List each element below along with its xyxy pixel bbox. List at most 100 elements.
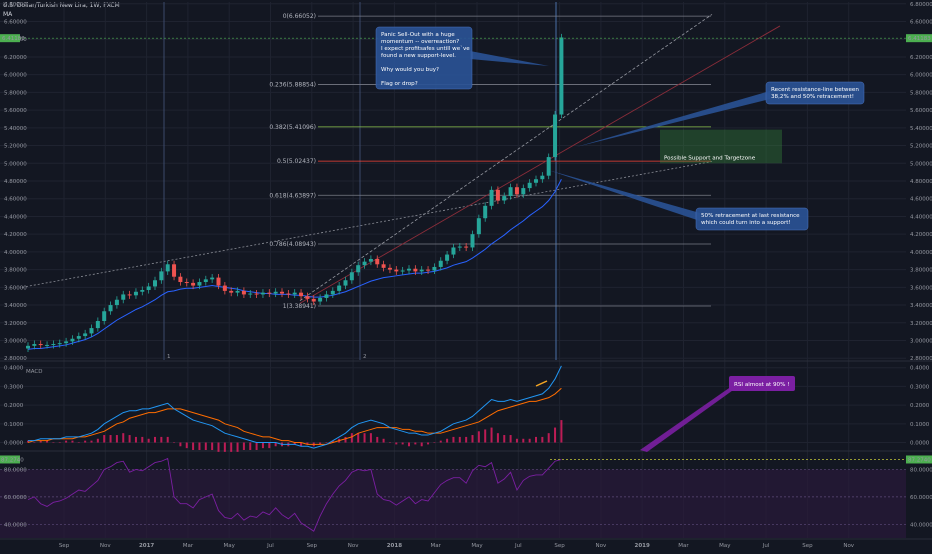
rsi-left-value-label: 87.2740: [1, 457, 24, 463]
macd-histogram-bar: [325, 442, 328, 444]
candle-body: [476, 218, 481, 235]
macd-histogram-bar: [293, 442, 296, 445]
moving-average-line: [27, 178, 562, 350]
left-axis-tick: 6.60000: [4, 19, 27, 25]
candle-body: [114, 299, 119, 306]
right-axis-tick: 4.20000: [910, 232, 932, 238]
panic-note-line: momentum -- overreaction?: [381, 39, 459, 45]
macd-histogram-bar: [109, 435, 112, 443]
candle-body: [495, 189, 500, 201]
macd-right-tick: 0.4000: [910, 366, 930, 372]
macd-histogram-bar: [65, 440, 68, 443]
macd-histogram-bar: [27, 440, 29, 443]
candle-body: [343, 280, 348, 286]
left-axis-tick: 5.00000: [4, 161, 27, 167]
fib-level-label: 0.786(4.08943): [269, 241, 316, 248]
macd-histogram-bar: [395, 442, 398, 445]
macd-histogram-bar: [217, 442, 220, 452]
macd-left-tick: 0.3000: [4, 384, 24, 390]
panic-note-line: Flag or drop?: [381, 81, 418, 87]
panic-note-line: Why would you buy?: [381, 67, 439, 73]
macd-histogram-bar: [242, 442, 245, 450]
macd-histogram-bar: [560, 420, 563, 443]
candle-body: [387, 267, 392, 270]
candle-body: [229, 290, 234, 293]
panic-note-line: I expect profitsafes untill we`ve: [381, 46, 470, 52]
right-axis-tick: 5.40000: [910, 126, 932, 132]
candle-body: [165, 264, 170, 272]
candle-body: [133, 291, 138, 296]
macd-histogram-bar: [331, 440, 334, 443]
macd-histogram-bar: [185, 442, 188, 449]
macd-histogram-bar: [408, 442, 410, 447]
candle-body: [311, 298, 316, 302]
candle-body: [426, 269, 431, 271]
resistance-note-pointer: [576, 91, 770, 147]
macd-histogram-bar: [52, 442, 55, 444]
macd-histogram-bar: [160, 436, 163, 443]
left-axis-tick: 2.80000: [4, 356, 27, 362]
candle-body: [197, 282, 202, 286]
macd-histogram-bar: [357, 433, 360, 443]
retracement-note-line: which could turn into a support!: [701, 220, 791, 226]
macd-histogram-bar: [433, 442, 436, 444]
fib-level-label: 0.382(5.41096): [269, 124, 316, 131]
macd-histogram-bar: [541, 436, 544, 443]
candle-body: [318, 297, 323, 302]
macd-histogram-bar: [236, 442, 239, 452]
candle-body: [559, 37, 564, 115]
candle-body: [381, 264, 386, 268]
candle-body: [70, 338, 75, 342]
period-label: 1: [167, 354, 171, 360]
macd-histogram-bar: [39, 440, 42, 443]
candle-body: [514, 187, 519, 195]
rsi-left-value-tag: [0, 455, 20, 464]
x-tick-label: Mar: [183, 543, 194, 549]
macd-histogram-bar: [300, 442, 303, 447]
x-tick-label: Nov: [100, 543, 111, 549]
fib-level-label: 0.236(5.88854): [269, 82, 316, 89]
macd-histogram-bar: [103, 435, 106, 443]
right-axis-tick: 5.20000: [910, 144, 932, 150]
support-zone-label: Possible Support and Targetzone: [664, 156, 756, 162]
candle-body: [267, 292, 272, 294]
macd-histogram-bar: [154, 436, 156, 443]
left-axis-tick: 6.00000: [4, 73, 27, 79]
macd-histogram-bar: [141, 436, 144, 443]
rsi-band: [0, 469, 906, 538]
right-axis-tick: 4.40000: [910, 214, 932, 220]
macd-histogram-bar: [255, 442, 258, 450]
macd-histogram-bar: [414, 442, 417, 445]
macd-histogram-bar: [363, 433, 366, 443]
x-tick-label: May: [471, 543, 483, 549]
candle-body: [470, 234, 475, 248]
macd-histogram-bar: [350, 433, 353, 443]
candle-body: [394, 269, 399, 272]
candle-body: [38, 344, 43, 346]
macd-histogram-bar: [204, 442, 207, 450]
rsi-note-text: RSI almost at 90% !: [734, 382, 789, 388]
macd-histogram-bar: [471, 435, 474, 443]
candle-body: [140, 289, 145, 292]
macd-histogram-bar: [77, 442, 80, 444]
macd-histogram-bar: [452, 436, 455, 443]
candle-body: [521, 188, 526, 195]
rsi-right-tick: 40.0000: [910, 522, 932, 528]
right-axis-tick: 5.00000: [910, 161, 932, 167]
macd-histogram-bar: [465, 436, 468, 443]
macd-line: [28, 365, 562, 449]
candle-body: [292, 292, 297, 295]
candle-body: [191, 282, 196, 286]
macd-histogram-bar: [547, 433, 550, 443]
left-axis-tick: 4.60000: [4, 197, 27, 203]
macd-right-tick: 0.3000: [910, 384, 930, 390]
candle-body: [305, 296, 310, 299]
x-tick-label: Nov: [348, 543, 359, 549]
candle-body: [400, 270, 405, 272]
candle-body: [356, 265, 361, 273]
panic-note-pointer: [470, 51, 549, 66]
left-axis-tick: 5.20000: [4, 144, 27, 150]
rsi-left-tick: 40.0000: [4, 522, 27, 528]
candle-body: [299, 292, 304, 297]
